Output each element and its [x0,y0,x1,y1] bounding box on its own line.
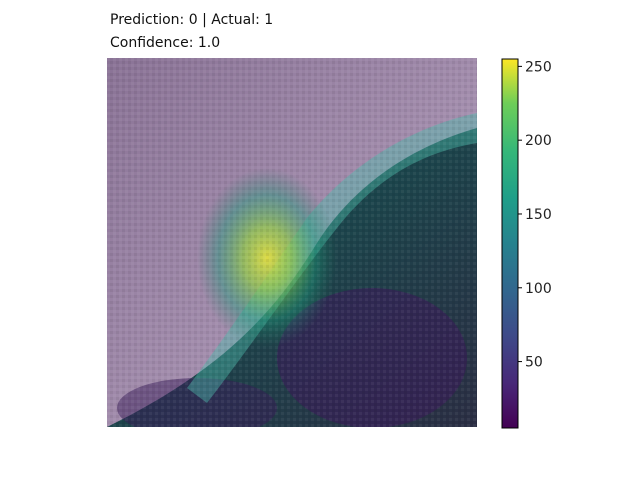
colorbar-tick-label: 150 [525,207,552,223]
colorbar-tick-label: 50 [525,355,543,371]
colorbar-ticks: 50 100 150 200 250 [518,59,552,371]
colorbar-tick-label: 200 [525,133,552,149]
chart-title-prediction: Prediction: 0 | Actual: 1 [110,12,274,28]
colorbar-gradient [501,58,519,429]
colorbar-tick-label: 100 [525,281,552,297]
colorbar: 50 100 150 200 250 [501,58,552,429]
colorbar-tick-label: 250 [525,59,552,75]
chart-subtitle-confidence: Confidence: 1.0 [110,35,221,51]
saliency-heatmap-image [107,58,477,427]
